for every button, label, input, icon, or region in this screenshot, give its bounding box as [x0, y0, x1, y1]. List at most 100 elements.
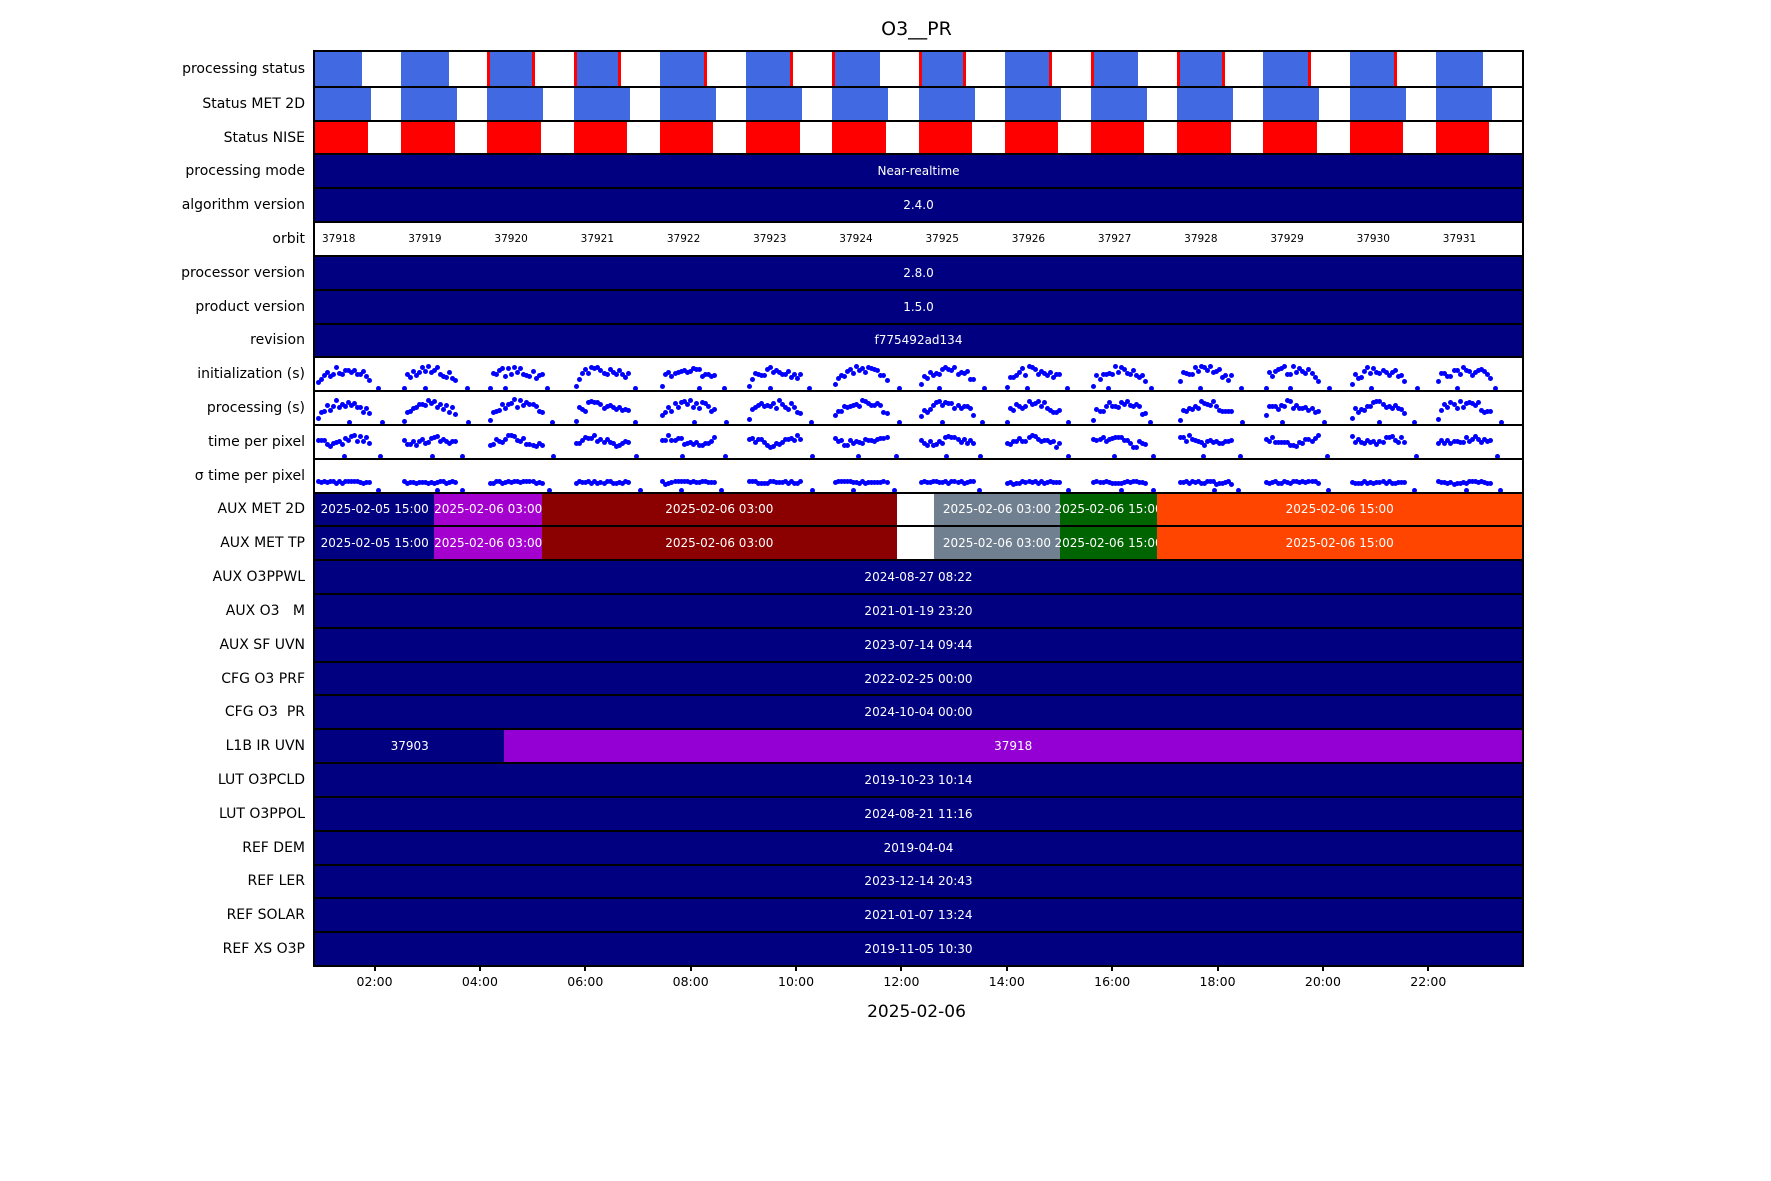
scatter-dot — [1287, 386, 1293, 392]
scatter-dot — [1023, 404, 1029, 410]
status-block — [1004, 52, 1053, 86]
scatter-dot — [690, 479, 696, 485]
chart-title: O3__PR — [881, 18, 952, 40]
scatter-dot — [1297, 405, 1303, 411]
scatter-dot — [416, 401, 422, 407]
scatter-dot — [786, 407, 792, 413]
scatter-dot — [318, 479, 324, 485]
scatter-dot — [619, 480, 625, 486]
scatter-dot — [1276, 407, 1282, 413]
status-error-line — [832, 52, 836, 86]
scatter-dot — [1460, 480, 1466, 486]
scatter-dot — [324, 403, 330, 409]
scatter-dot — [1457, 440, 1463, 446]
scatter-dot — [1359, 439, 1365, 445]
scatter-dot — [809, 453, 815, 459]
scatter-dot — [928, 480, 934, 486]
scatter-dot — [633, 419, 639, 425]
orbit-number: 37926 — [1011, 232, 1046, 245]
scatter-dot — [892, 487, 898, 493]
scatter-dot — [1226, 377, 1232, 383]
scatter-dot — [1177, 378, 1183, 384]
scatter-dot — [746, 437, 752, 443]
scatter-dot — [500, 366, 506, 372]
scatter-dot — [1291, 405, 1297, 411]
scatter-dot — [410, 369, 416, 375]
scatter-dot — [1091, 437, 1097, 443]
scatter-dot — [1130, 403, 1136, 409]
scatter-dot — [1401, 480, 1407, 486]
scatter-dot — [1091, 417, 1097, 423]
scatter-dot — [586, 479, 592, 485]
scatter-dot — [681, 398, 687, 404]
scatter-dot — [1140, 373, 1146, 379]
scatter-dot — [1353, 406, 1359, 412]
scatter-dot — [1451, 367, 1457, 373]
scatter-dot — [1014, 373, 1020, 379]
scatter-dot — [844, 478, 850, 484]
row-value: 2019-04-04 — [883, 840, 954, 855]
status-block — [659, 87, 716, 120]
scatter-dot — [441, 478, 447, 484]
scatter-dot — [764, 403, 770, 409]
scatter-dot — [770, 400, 776, 406]
scatter-dot — [450, 438, 456, 444]
scatter-dot — [746, 478, 752, 484]
scatter-dot — [1091, 479, 1097, 485]
scatter-dot — [1197, 386, 1203, 392]
scatter-dot — [792, 480, 798, 486]
scatter-dot — [1309, 439, 1315, 445]
row-label: REF SOLAR — [226, 907, 305, 924]
scatter-dot — [1353, 480, 1359, 486]
scatter-dot — [1235, 487, 1241, 493]
scatter-dot — [1214, 404, 1220, 410]
bar-segment: 37918 — [504, 730, 1522, 763]
scatter-dot — [497, 479, 503, 485]
scatter-dot — [327, 407, 333, 413]
bar-segment-label: 2025-02-06 15:00 — [1054, 502, 1163, 517]
scatter-dot — [946, 366, 952, 372]
scatter-dot — [675, 436, 681, 441]
status-block — [1177, 87, 1234, 120]
status-block — [1435, 87, 1492, 120]
scatter-dot — [1050, 375, 1056, 381]
scatter-dot — [1454, 405, 1460, 411]
scatter-dot — [1189, 478, 1195, 484]
timeline-row: LUT O3PPOL 2024-08-21 11:16 — [219, 795, 1522, 830]
scatter-dot — [693, 439, 699, 445]
scatter-dot — [758, 373, 764, 379]
scatter-dot — [497, 407, 503, 413]
scatter-dot — [848, 438, 853, 444]
scatter-dot — [770, 479, 776, 485]
scatter-dot — [684, 478, 690, 484]
scatter-dot — [675, 404, 681, 410]
scatter-dot — [1091, 383, 1097, 389]
scatter-dot — [432, 435, 438, 441]
scatter-dot — [1494, 453, 1500, 459]
scatter-dot — [761, 404, 767, 410]
scatter-dot — [1020, 365, 1026, 371]
scatter-dot — [1386, 435, 1392, 441]
scatter-dot — [1041, 437, 1047, 443]
scatter-dot — [1276, 366, 1282, 372]
row-label: processing mode — [185, 163, 305, 180]
row-label: revision — [250, 332, 305, 349]
plot-area: processing status Status MET 2D Status NIS… — [181, 50, 1524, 967]
scatter-dot — [1201, 453, 1207, 459]
scatter-dot — [884, 378, 890, 384]
scatter-dot — [1272, 369, 1278, 375]
scatter-dot — [423, 369, 428, 375]
status-error-line — [918, 52, 922, 86]
scatter-dot — [919, 479, 924, 485]
scatter-dot — [961, 404, 967, 410]
scatter-dot — [841, 374, 847, 380]
scatter-dot — [1350, 434, 1356, 440]
status-block — [401, 121, 455, 154]
scatter-dot — [616, 442, 622, 448]
scatter-dot — [699, 478, 705, 484]
scatter-dot — [336, 478, 342, 484]
scatter-dot — [684, 441, 690, 447]
row-label: product version — [195, 298, 305, 315]
scatter-dot — [404, 409, 410, 415]
scatter-dot — [419, 364, 425, 370]
